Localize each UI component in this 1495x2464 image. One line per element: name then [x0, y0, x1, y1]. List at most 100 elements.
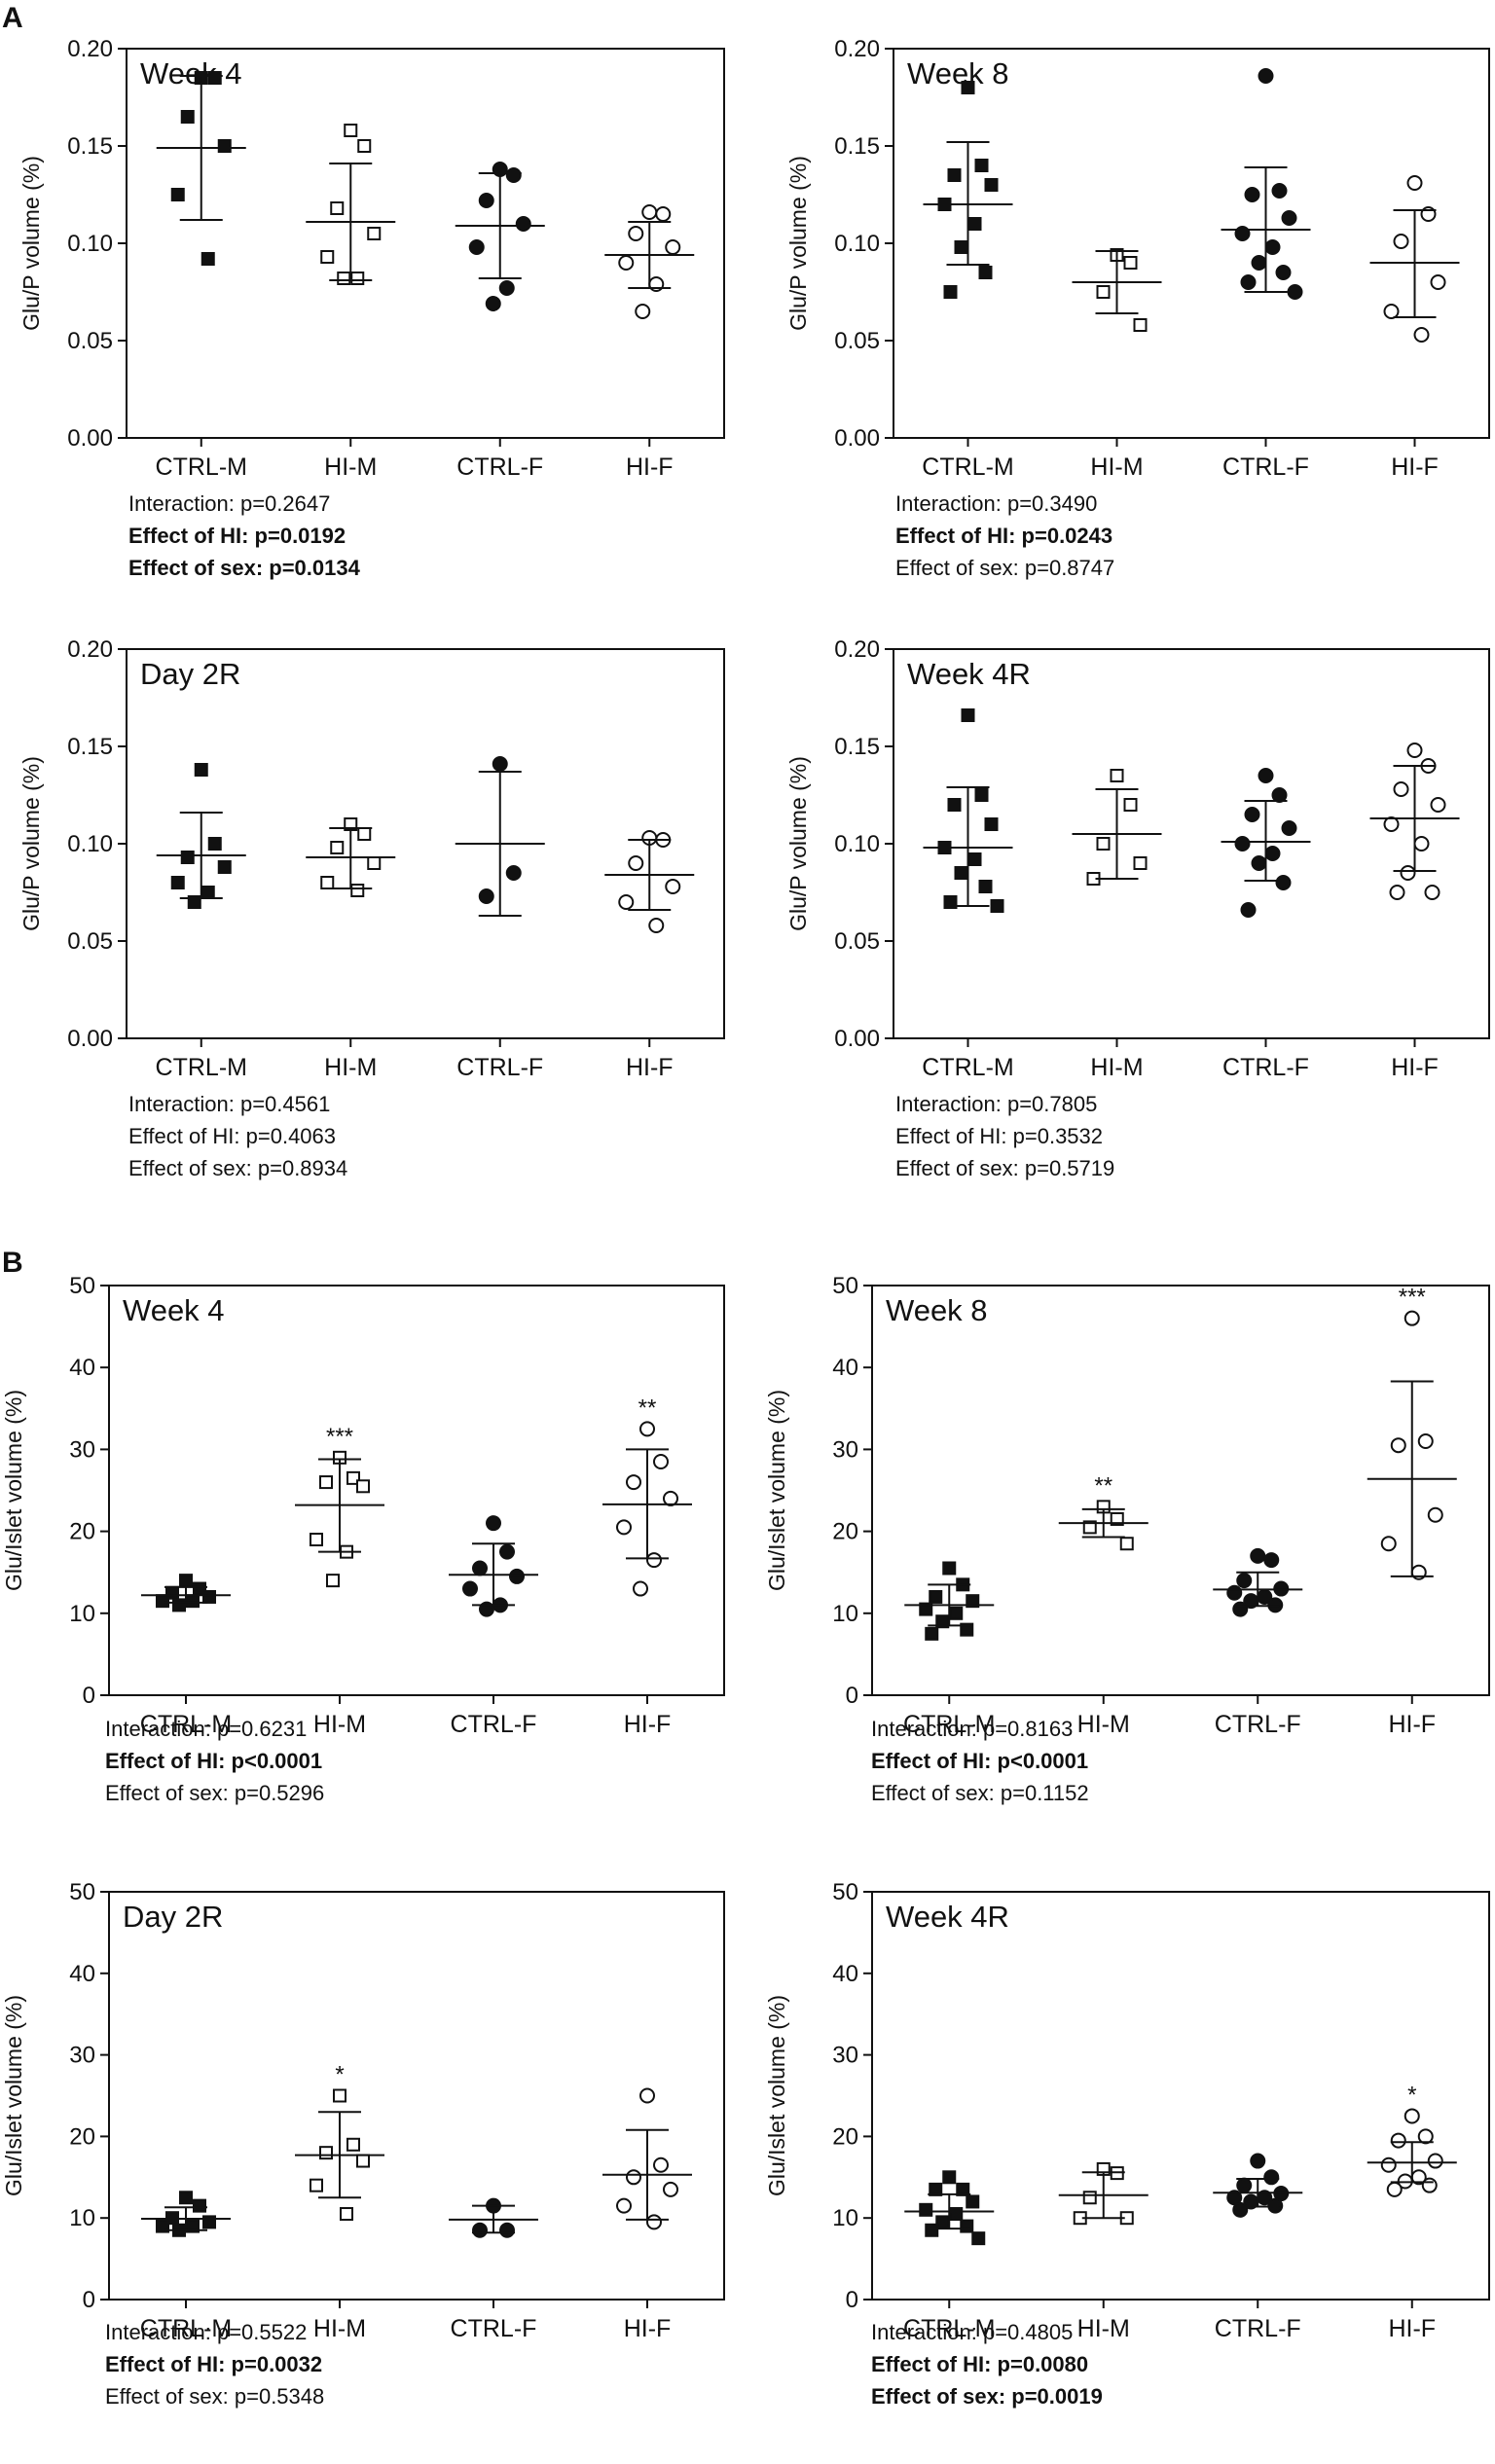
data-point: [653, 2156, 669, 2173]
data-point: [984, 817, 999, 831]
y-tick-label: 10: [69, 1601, 95, 1627]
group-ctrl-f: [455, 756, 545, 917]
data-point: [639, 1421, 655, 1437]
data-point: [367, 227, 382, 240]
data-point: [1413, 836, 1430, 852]
group-hi-m: [1072, 248, 1162, 332]
y-axis-label: Glu/P volume (%): [785, 156, 811, 331]
data-point: [1383, 304, 1400, 319]
y-tick-label: 0.10: [834, 231, 880, 257]
data-point: [1430, 274, 1446, 290]
x-tick-label-ctrl-m: CTRL-M: [922, 1054, 1013, 1081]
chart-panel: 0.00 0.05 0.10 0.15 0.20 CTRL-M HI-M CTRL-F HI-F…: [18, 36, 725, 580]
data-point: [1133, 318, 1148, 332]
data-point: [984, 178, 999, 192]
y-tick-label: 10: [832, 2205, 858, 2231]
chart-panel: 0 10 20 30 40 50 CTRL-M HI-M CTRL-F HI-F Glu/Islet…: [1, 1879, 725, 2409]
data-point: [346, 2137, 360, 2152]
data-point: [1082, 2191, 1097, 2205]
data-point: [1258, 768, 1274, 783]
data-point: [1240, 274, 1257, 290]
group-hi-m: [1058, 2161, 1149, 2226]
chart-panel: 0.00 0.05 0.10 0.15 0.20 CTRL-M HI-M CTRL-F HI-F…: [785, 636, 1490, 1180]
data-point: [663, 1490, 678, 1506]
data-point: [949, 2207, 964, 2222]
y-axis-label: Glu/P volume (%): [18, 156, 44, 331]
data-point: [1380, 1536, 1397, 1552]
y-tick-label: 0.05: [67, 928, 113, 955]
stats-line: Effect of sex: p=0.8747: [895, 556, 1114, 580]
significance-label: *: [335, 2062, 344, 2088]
data-point: [310, 2178, 323, 2192]
data-point: [626, 2169, 641, 2186]
group-ctrl-m: [904, 1561, 995, 1641]
y-tick-label: 0: [83, 1683, 95, 1709]
data-point: [641, 204, 658, 220]
chart-title: Week 8: [886, 1293, 988, 1327]
data-point: [486, 1515, 501, 1532]
group-hi-m: ***: [295, 1424, 384, 1588]
data-point: [498, 280, 515, 296]
group-ctrl-m: [141, 2191, 231, 2237]
data-point: [350, 884, 365, 897]
data-point: [207, 837, 222, 851]
group-hi-m: [306, 817, 396, 897]
data-point: [942, 2170, 957, 2185]
data-point: [1082, 1520, 1097, 1535]
data-point: [1264, 239, 1281, 255]
data-point: [1417, 1432, 1434, 1449]
group-hi-m: [306, 124, 396, 285]
x-tick-label-hi-m: HI-M: [324, 1054, 377, 1081]
chart-panel: 0 10 20 30 40 50 CTRL-M HI-M CTRL-F HI-F Glu/Islet…: [764, 1273, 1490, 1805]
x-tick-label-ctrl-m: CTRL-M: [156, 453, 247, 481]
data-point: [485, 296, 501, 311]
group-ctrl-m: [904, 2170, 995, 2246]
plot-frame: [871, 1891, 1490, 2301]
section-label-b: B: [2, 1247, 23, 1279]
data-point: [665, 239, 681, 255]
data-point: [655, 206, 672, 222]
data-point: [1383, 816, 1400, 832]
y-tick-label: 0.00: [67, 1026, 113, 1052]
data-point: [1232, 2201, 1249, 2218]
stats-line: Interaction: p=0.2647: [128, 491, 330, 516]
x-tick-label-ctrl-m: CTRL-M: [140, 2315, 232, 2342]
y-tick-label: 0.00: [834, 1026, 880, 1052]
data-point: [628, 855, 644, 871]
data-point: [646, 2214, 662, 2230]
y-tick-label: 30: [832, 2043, 858, 2069]
y-tick-label: 30: [69, 2043, 95, 2069]
x-tick-label-hi-f: HI-F: [624, 2315, 672, 2342]
data-point: [330, 841, 345, 854]
y-tick-label: 40: [69, 1961, 95, 1987]
stats-line: Effect of HI: p=0.0080: [871, 2352, 1088, 2376]
data-point: [925, 2223, 939, 2237]
x-tick-label-hi-m: HI-M: [1077, 2315, 1130, 2342]
data-point: [1275, 875, 1292, 890]
y-axis-label: Glu/P volume (%): [785, 756, 811, 931]
group-ctrl-f: [449, 2197, 538, 2238]
data-point: [499, 1543, 515, 1560]
data-point: [492, 756, 508, 772]
data-point: [639, 2087, 655, 2104]
data-point: [1271, 787, 1288, 803]
data-point: [356, 2154, 370, 2168]
x-tick-label-hi-m: HI-M: [313, 1711, 366, 1738]
data-point: [1240, 902, 1257, 918]
data-point: [462, 1580, 478, 1597]
data-point: [616, 2197, 632, 2214]
data-point: [186, 1594, 200, 1609]
data-point: [357, 827, 372, 841]
group-ctrl-f: [1213, 1547, 1303, 1617]
group-hi-f: [602, 2087, 692, 2230]
stats-line: Interaction: p=0.3490: [895, 491, 1097, 516]
data-point: [202, 1589, 216, 1604]
stats-line: Interaction: p=0.8163: [871, 1717, 1073, 1741]
data-point: [172, 1598, 186, 1612]
data-point: [1110, 769, 1124, 782]
data-point: [978, 266, 993, 279]
stats-line: Effect of sex: p=0.5296: [105, 1781, 324, 1805]
group-ctrl-f: [449, 1515, 538, 1617]
stats-line: Effect of HI: p<0.0001: [105, 1749, 322, 1773]
y-tick-label: 0.05: [834, 928, 880, 955]
